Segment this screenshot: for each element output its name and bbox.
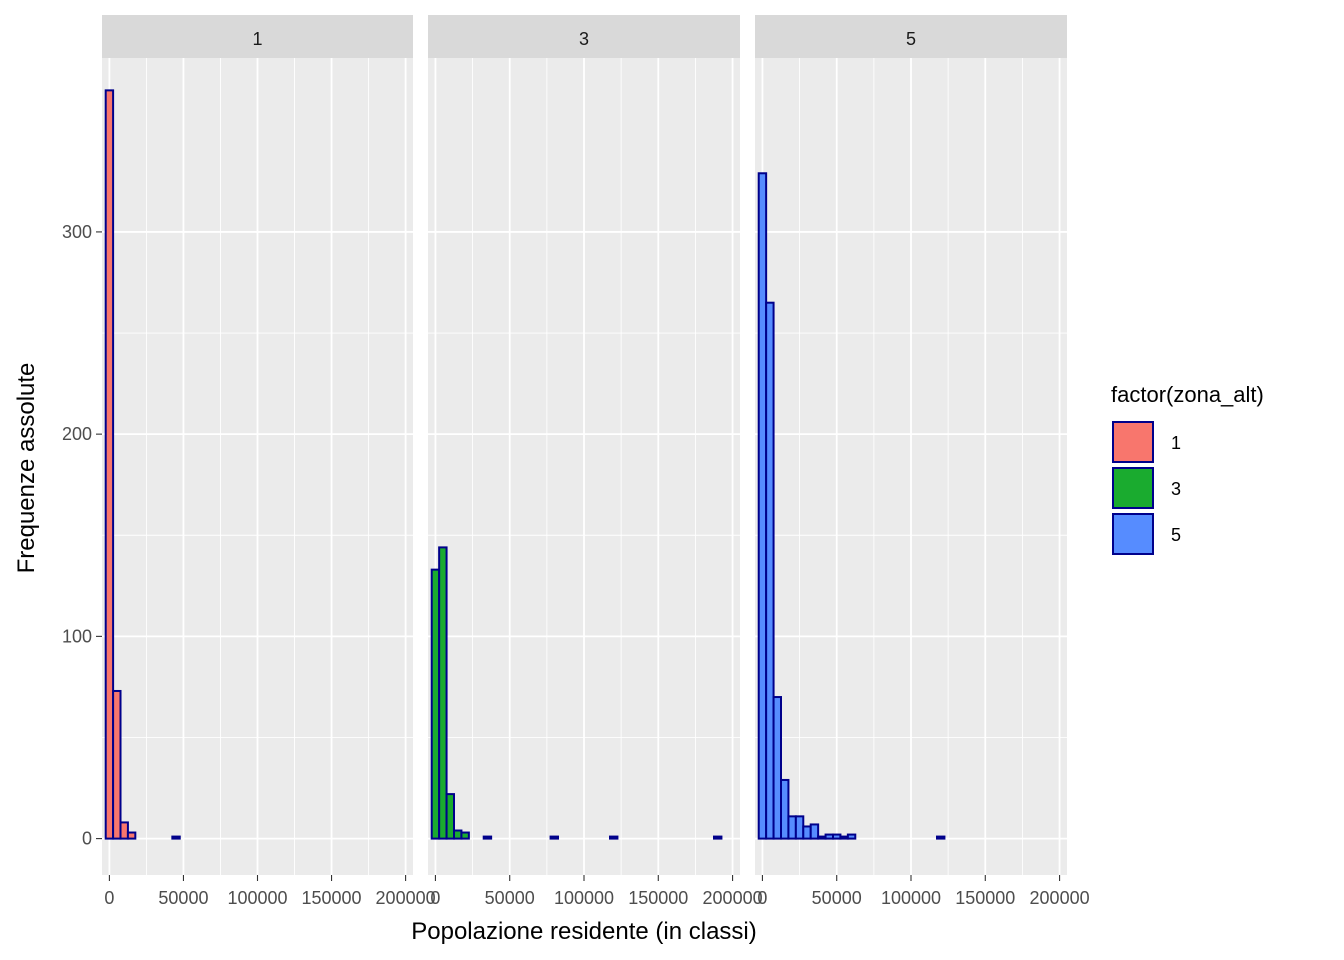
legend-swatch	[1112, 513, 1154, 555]
x-tick-label: 200000	[1030, 888, 1090, 908]
histogram-bar	[787, 815, 797, 840]
histogram-bar	[609, 835, 619, 840]
histogram-bar	[104, 89, 115, 840]
legend-swatch	[1112, 421, 1154, 463]
x-tick-label: 0	[104, 888, 114, 908]
histogram-bar	[460, 831, 470, 840]
x-tick-label: 100000	[554, 888, 614, 908]
facet-strip-label: 5	[906, 29, 916, 49]
histogram-bar	[809, 823, 820, 840]
x-tick-label: 100000	[881, 888, 941, 908]
histogram-bar	[713, 835, 723, 840]
facet-panels: 1 0 50000 100000 150000 200000 3 0 50000 100000 15…	[102, 15, 1090, 908]
facet-panel-1: 1 0 50000 100000 150000 200000	[102, 15, 436, 908]
x-tick-label: 100000	[227, 888, 287, 908]
histogram-bar	[445, 793, 456, 840]
histogram-bar	[824, 833, 834, 840]
histogram-bar	[171, 835, 181, 840]
facet-panel-5: 5 0 50000 100000 150000 200000	[755, 15, 1090, 908]
histogram-bar	[832, 833, 842, 840]
y-tick-label: 300	[62, 222, 92, 242]
facet-strip	[428, 15, 740, 58]
x-tick-label: 150000	[302, 888, 362, 908]
legend-swatch	[1112, 467, 1154, 509]
x-tick-label: 150000	[955, 888, 1015, 908]
histogram-bar	[482, 835, 493, 840]
histogram-bar	[438, 546, 448, 840]
histogram-bar	[802, 825, 812, 840]
histogram-bar	[817, 835, 827, 840]
histogram-bar	[119, 821, 129, 840]
x-tick-label: 200000	[376, 888, 436, 908]
legend-title: factor(zona_alt)	[1111, 382, 1264, 407]
histogram-bar	[757, 172, 768, 840]
legend-item-3: 3	[1112, 467, 1181, 509]
facet-strip	[755, 15, 1067, 58]
legend: factor(zona_alt) 1 3 5	[1111, 382, 1264, 555]
histogram-bar	[126, 831, 137, 840]
histogram-bar	[772, 696, 782, 840]
histogram-bar	[112, 689, 122, 840]
histogram-bar	[794, 815, 805, 840]
histogram-bar	[936, 835, 946, 840]
x-tick-label: 0	[430, 888, 440, 908]
y-tick-label: 0	[82, 829, 92, 849]
y-axis-title: Frequenze assolute	[13, 363, 40, 574]
histogram-bar	[430, 568, 441, 840]
histogram-bar	[846, 833, 857, 840]
histogram-bar	[549, 835, 559, 840]
axes: 0 100 200 300	[62, 222, 102, 849]
x-tick-label: 200000	[703, 888, 763, 908]
x-tick-label: 50000	[485, 888, 535, 908]
x-tick-label: 50000	[158, 888, 208, 908]
x-tick-label: 150000	[628, 888, 688, 908]
facet-strip	[102, 15, 413, 58]
legend-keys: 1 3 5	[1112, 421, 1181, 555]
histogram-bar	[839, 835, 849, 840]
x-tick-label: 0	[757, 888, 767, 908]
legend-item-1: 1	[1112, 421, 1181, 463]
x-axis-title: Popolazione residente (in classi)	[411, 918, 757, 945]
facet-strip-label: 3	[579, 29, 589, 49]
legend-label: 1	[1171, 433, 1181, 453]
y-tick-label: 100	[62, 626, 92, 646]
histogram-bar	[453, 829, 463, 840]
histogram-bar	[780, 778, 790, 840]
legend-item-5: 5	[1112, 513, 1181, 555]
legend-label: 3	[1171, 479, 1181, 499]
facet-panel-3: 3 0 50000 100000 150000 200000	[428, 15, 763, 908]
facet-strip-label: 1	[252, 29, 262, 49]
x-tick-label: 50000	[812, 888, 862, 908]
legend-label: 5	[1171, 525, 1181, 545]
y-tick-label: 200	[62, 424, 92, 444]
histogram-bar	[765, 301, 775, 840]
